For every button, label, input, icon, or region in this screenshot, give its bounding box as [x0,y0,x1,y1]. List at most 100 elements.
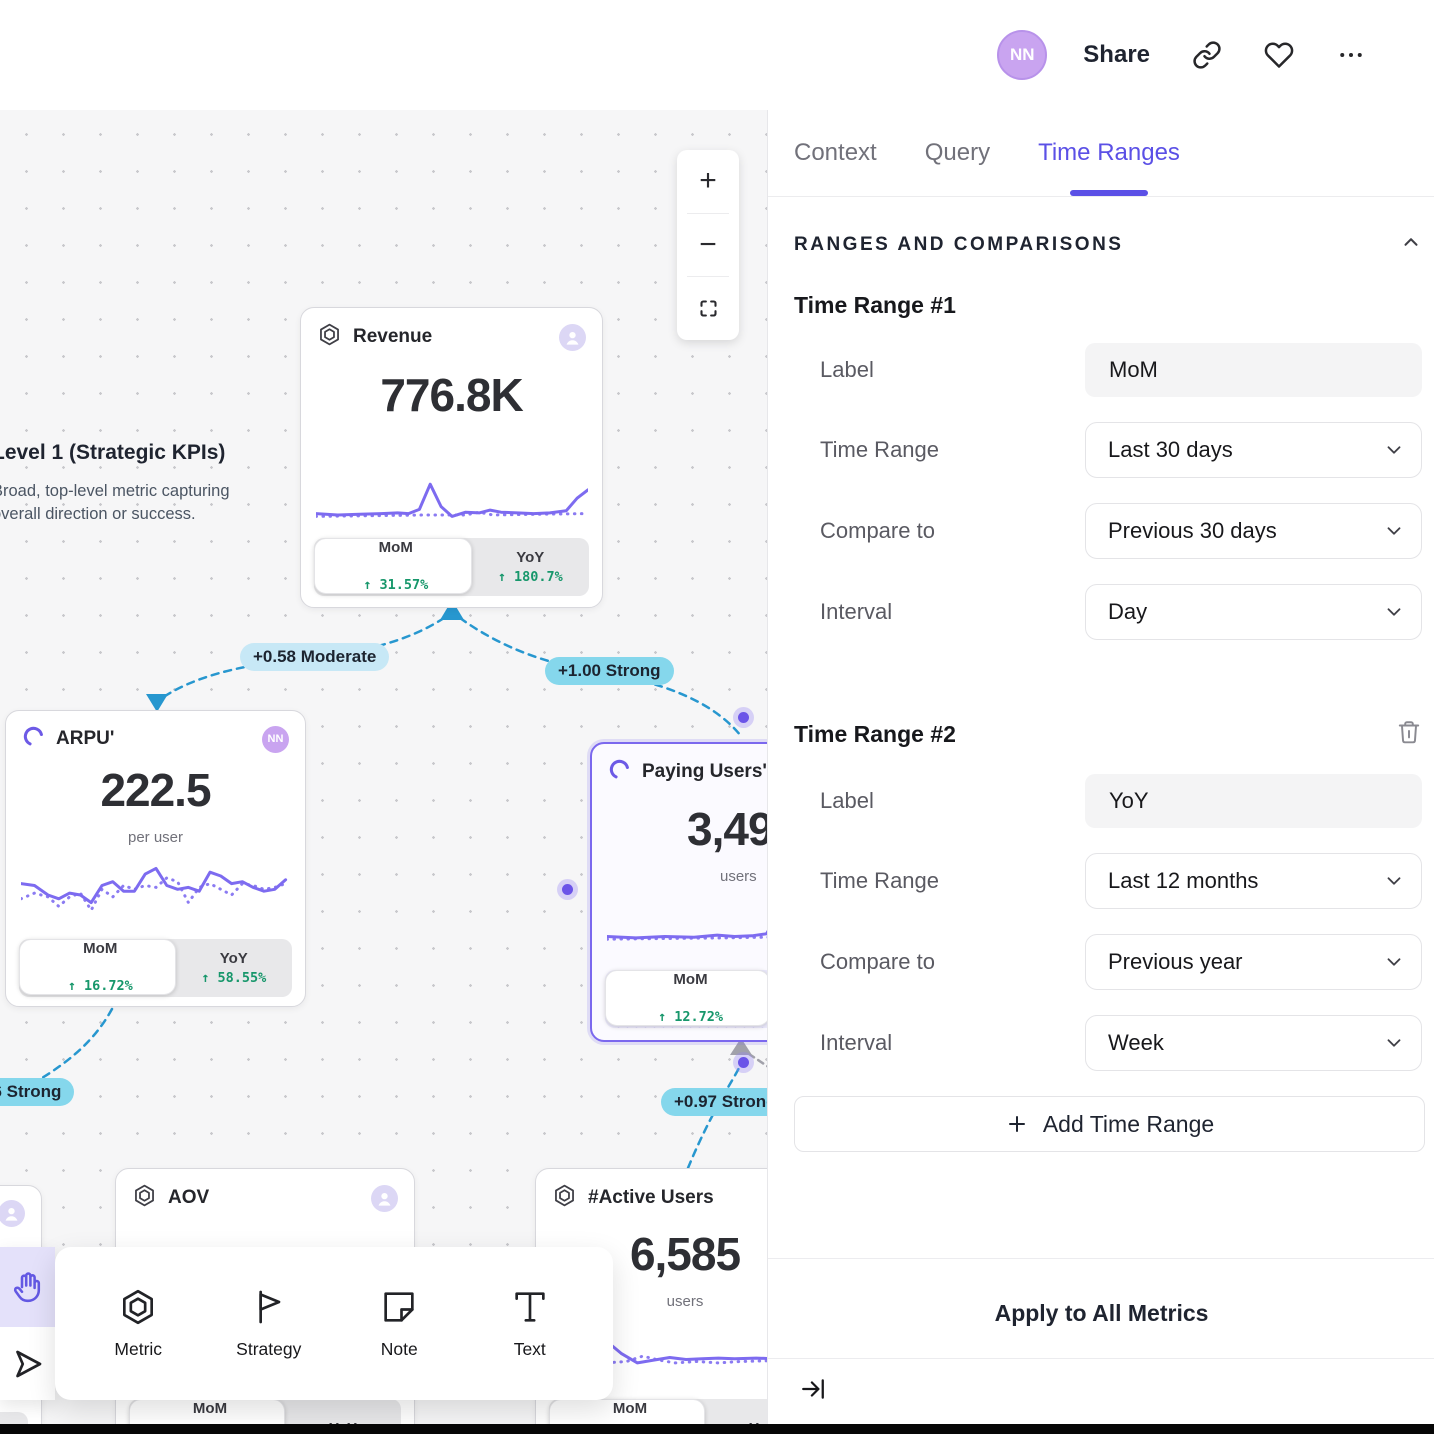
divider [768,1258,1434,1259]
card-title: Paying Users' [642,761,767,782]
interval-select[interactable]: Week [1085,1015,1422,1071]
owner-avatar-icon[interactable] [371,1184,398,1212]
add-time-range-button[interactable]: Add Time Range [794,1096,1425,1152]
metric-value: 3,49 [687,803,767,855]
sparkline-chart [316,482,588,518]
flag-icon [259,1290,281,1324]
plus-icon [1008,1116,1025,1132]
toggle-yoy[interactable]: YoY ↑ 180.7% [497,549,563,585]
tab-time-ranges[interactable]: Time Ranges [1038,110,1180,196]
delta-value: ↑ 31.57% [363,577,429,593]
connection-handle[interactable] [738,712,749,723]
note-icon [384,1292,414,1322]
connection-handle[interactable] [562,884,573,895]
apply-to-all-metrics-button[interactable]: Apply to All Metrics [994,1300,1209,1326]
bottom-screen-edge [0,1424,1434,1434]
label-field-label: Label [820,788,874,813]
tool-strategy[interactable]: Strategy [214,1287,324,1360]
fullscreen-button[interactable] [677,277,739,340]
time-range-select[interactable]: Last 30 days [1085,422,1422,478]
owner-avatar-icon[interactable] [0,1200,25,1227]
label-input[interactable] [1085,343,1422,397]
interval-field-label: Interval [820,599,893,624]
copy-link-icon[interactable] [1192,40,1222,70]
tool-metric[interactable]: Metric [83,1287,193,1360]
edge-correlation-badge[interactable]: 66 Strong [0,1078,75,1106]
delta-value: ↑ 16.72% [67,978,133,994]
metric-card-paying-users[interactable]: Paying Users' 3,49 users MoM ↑ 12.72% [590,742,767,1042]
favorite-heart-icon[interactable] [1264,40,1294,70]
metric-hexagon-icon [552,1183,577,1213]
compare-to-field-label: Compare to [820,518,935,543]
chevron-down-icon [1387,877,1401,885]
loading-arc-icon [22,725,45,753]
settings-panel: Context Query Time Ranges RANGES AND COM… [767,110,1434,1434]
card-title: Revenue [353,326,433,347]
select-cursor-tool[interactable] [0,1327,55,1400]
toggle-mom[interactable]: MoM ↑ 16.72% [19,939,176,995]
share-button[interactable]: Share [1083,41,1150,68]
metric-hexagon-icon [132,1183,157,1213]
more-options-icon[interactable] [1336,40,1366,70]
interval-select[interactable]: Day [1085,584,1422,640]
owner-avatar-icon[interactable] [559,323,586,351]
interval-field-label: Interval [820,1030,893,1055]
metric-value: 776.8K [380,369,523,421]
divider [768,1358,1434,1359]
tab-context[interactable]: Context [794,139,877,166]
metric-unit: per user [127,829,184,846]
compare-to-field-label: Compare to [820,949,935,974]
collapse-panel-icon[interactable] [800,1376,826,1407]
metric-value: 6,585 [629,1228,741,1280]
pan-hand-tool[interactable] [0,1247,55,1327]
metric-hexagon-icon [123,1289,154,1325]
edge-correlation-badge[interactable]: +0.58 Moderate [240,643,390,671]
time-range-toggle: MoM ↑ 12.72% [605,970,767,1028]
group-note-body: Broad, top-level metric capturing overal… [0,482,230,523]
time-range-toggle: MoM ↑ 31.57% YoY ↑ 180.7% [314,538,589,596]
top-bar: NN Share [0,0,1434,110]
zoom-in-button[interactable]: + [699,164,717,198]
time-range-2-title: Time Range #2 [794,721,956,747]
tool-text[interactable]: Text [475,1287,585,1360]
collapse-section-chevron-icon[interactable] [1400,231,1422,258]
user-avatar[interactable]: NN [997,30,1048,80]
chevron-down-icon [1387,527,1401,535]
time-range-1-title: Time Range #1 [794,292,956,318]
label-field-label: Label [820,357,874,382]
metric-tree-canvas[interactable]: +0.58 Moderate +1.00 Strong 66 Strong +0… [0,110,767,1434]
chevron-down-icon [1387,446,1401,454]
metric-hexagon-icon [317,322,342,352]
text-icon [515,1292,545,1322]
metric-unit: users [720,868,757,885]
time-range-field-label: Time Range [820,437,940,462]
connection-handle[interactable] [738,1057,749,1068]
time-range-field-label: Time Range [820,868,940,893]
edge-correlation-badge[interactable]: +0.97 Strong [661,1088,767,1116]
toggle-mom[interactable]: MoM ↑ 12.72% [605,970,767,1026]
zoom-out-button[interactable]: − [699,228,717,261]
compare-to-select[interactable]: Previous year [1085,934,1422,990]
time-range-select[interactable]: Last 12 months [1085,853,1422,909]
toggle-yoy[interactable]: YoY ↑ 58.55% [201,950,267,986]
tab-query[interactable]: Query [924,139,991,166]
sparkline-chart [21,866,288,914]
delta-value: ↑ 180.7% [497,569,563,585]
tool-note[interactable]: Note [344,1287,454,1360]
canvas-zoom-controls: + − [677,150,739,340]
label-input[interactable] [1085,774,1422,828]
compare-to-select[interactable]: Previous 30 days [1085,503,1422,559]
time-range-toggle: MoM ↑ 16.72% YoY ↑ 58.55% [19,939,292,997]
delete-time-range-trash-icon[interactable] [1396,719,1422,750]
card-title: AOV [168,1187,210,1208]
delta-value: ↑ 12.72% [657,1009,724,1025]
owner-avatar-nn[interactable]: NN [262,725,289,753]
panel-tabs: Context Query Time Ranges [768,110,1434,197]
metric-card-arpu[interactable]: ARPU' NN 222.5 per user MoM ↑ 16.72% YoY… [5,710,306,1007]
edge-correlation-badge[interactable]: +1.00 Strong [545,657,674,685]
metric-unit: users [666,1293,704,1310]
toggle-mom[interactable]: MoM ↑ 31.57% [314,538,472,594]
sparkline-chart [607,930,767,941]
metric-card-revenue[interactable]: Revenue 776.8K MoM ↑ 31.57% YoY ↑ 180.7% [300,307,603,608]
